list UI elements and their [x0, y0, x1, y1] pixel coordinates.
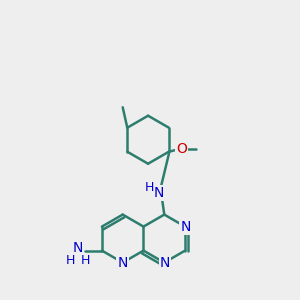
Text: H: H — [145, 181, 154, 194]
Text: O: O — [176, 142, 187, 156]
Text: N: N — [153, 186, 164, 200]
Text: N: N — [160, 256, 170, 270]
Text: H: H — [81, 254, 90, 267]
Text: N: N — [118, 256, 128, 270]
Text: H: H — [66, 254, 75, 267]
Text: N: N — [73, 241, 83, 255]
Text: N: N — [181, 220, 191, 234]
